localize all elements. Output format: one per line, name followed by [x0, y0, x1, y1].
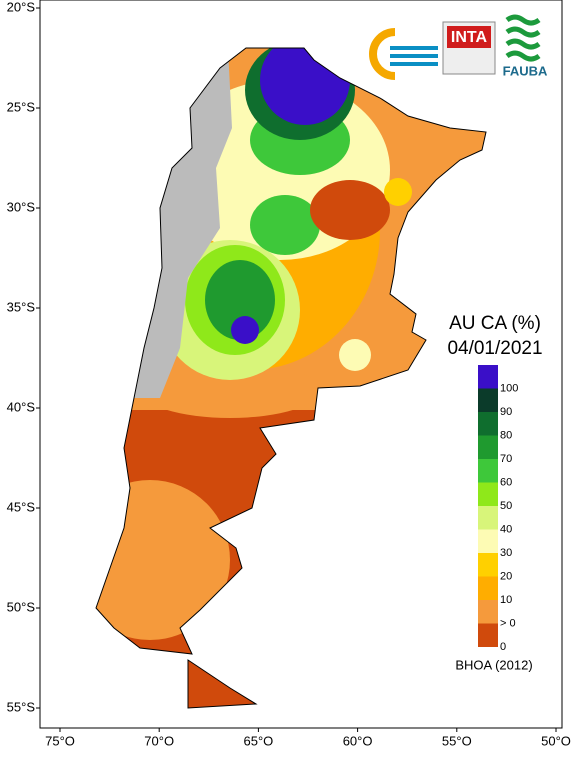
lat-label: 40°S: [7, 399, 36, 414]
lat-label: 25°S: [7, 99, 36, 114]
legend-label: 70: [500, 453, 512, 465]
legend-label: 90: [500, 406, 512, 418]
legend-label: 100: [500, 382, 518, 394]
legend-label: 50: [500, 500, 512, 512]
lon-label: 60°O: [343, 733, 373, 748]
land: [95, 47, 487, 709]
zone: [384, 178, 412, 206]
legend-swatch: [478, 388, 498, 412]
legend-swatch: [478, 576, 498, 600]
zone: [231, 316, 259, 344]
legend-label: 40: [500, 523, 512, 535]
legend-label: 20: [500, 570, 512, 582]
lat-label: 50°S: [7, 599, 36, 614]
fauba-waves: [505, 14, 541, 62]
legend-label: 60: [500, 476, 512, 488]
legend-swatch: [478, 459, 498, 483]
lat-label: 55°S: [7, 699, 36, 714]
legend-label: 30: [500, 547, 512, 559]
zone: [205, 260, 275, 340]
lon-label: 75°O: [45, 733, 75, 748]
lat-label: 30°S: [7, 199, 36, 214]
lat-label: 45°S: [7, 499, 36, 514]
legend-swatch: [478, 553, 498, 577]
lon-label: 65°O: [244, 733, 274, 748]
zone: [140, 362, 320, 418]
legend-swatch: [478, 600, 498, 624]
legend-label: 10: [500, 594, 512, 606]
legend-label: 0: [500, 641, 506, 653]
legend-swatch: [478, 623, 498, 647]
fauba-logo: FAUBA: [503, 63, 548, 78]
zone: [250, 195, 320, 255]
axes: 20°S 25°S 30°S 35°S 40°S 45°S 50°S 55°S 75°O 70°O…: [7, 0, 571, 748]
lat-label: 20°S: [7, 0, 36, 14]
lat-label: 35°S: [7, 299, 36, 314]
inta-band: [447, 26, 491, 48]
legend-swatch: [478, 529, 498, 553]
logo-ring: [369, 28, 396, 80]
zone: [310, 180, 390, 240]
legend-label: 80: [500, 429, 512, 441]
legend: 100 90 80 70 60 50 40 30 20 10 > 0 0: [478, 365, 518, 653]
legend-source: BHOA (2012): [455, 657, 532, 672]
legend-date: 04/01/2021: [447, 338, 542, 359]
logo-waves: [390, 46, 438, 66]
lon-label: 50°O: [541, 733, 571, 748]
andes: [128, 48, 232, 398]
legend-label: > 0: [500, 617, 516, 629]
legend-swatch: [478, 482, 498, 506]
legend-swatch: [478, 365, 498, 389]
legend-swatch: [478, 412, 498, 436]
moisture-field: [96, 48, 486, 708]
logos: INTA FAUBA: [369, 14, 548, 80]
lon-label: 70°O: [144, 733, 174, 748]
inta-logo: INTA: [451, 29, 488, 46]
legend-title: AU CA (%): [449, 313, 541, 334]
lon-label: 55°O: [442, 733, 472, 748]
legend-swatch: [478, 435, 498, 459]
zone: [339, 339, 371, 371]
legend-swatch: [478, 506, 498, 530]
country-outline: [95, 47, 487, 709]
